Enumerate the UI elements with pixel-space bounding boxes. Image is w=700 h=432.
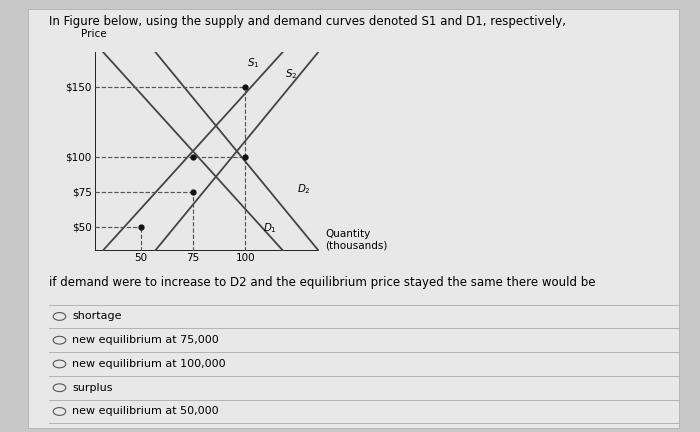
- Text: new equilibrium at 100,000: new equilibrium at 100,000: [72, 359, 225, 369]
- Text: new equilibrium at 50,000: new equilibrium at 50,000: [72, 407, 218, 416]
- Text: new equilibrium at 75,000: new equilibrium at 75,000: [72, 335, 219, 345]
- Text: $D_2$: $D_2$: [297, 182, 311, 196]
- Text: $D_1$: $D_1$: [263, 221, 277, 235]
- Text: surplus: surplus: [72, 383, 113, 393]
- Text: In Figure below, using the supply and demand curves denoted S1 and D1, respectiv: In Figure below, using the supply and de…: [49, 15, 566, 28]
- Text: shortage: shortage: [72, 311, 122, 321]
- Text: $S_2$: $S_2$: [285, 67, 298, 81]
- Text: $S_1$: $S_1$: [247, 56, 260, 70]
- Text: Price: Price: [80, 29, 106, 39]
- Text: if demand were to increase to D2 and the equilibrium price stayed the same there: if demand were to increase to D2 and the…: [49, 276, 596, 289]
- Text: Quantity
(thousands): Quantity (thousands): [326, 229, 388, 251]
